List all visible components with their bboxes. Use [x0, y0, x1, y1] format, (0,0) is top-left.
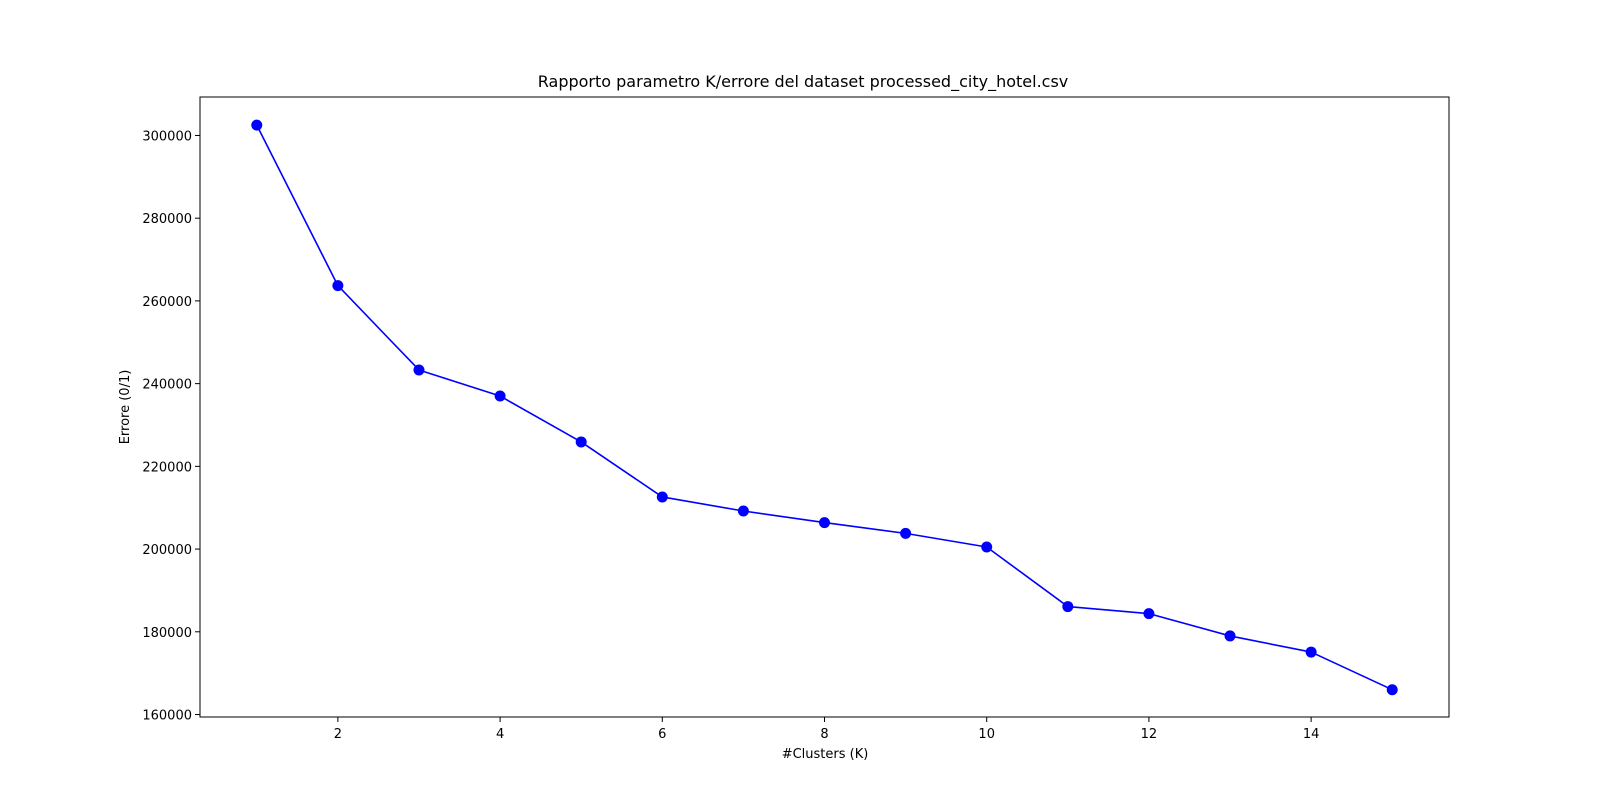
y-tick-label: 240000	[142, 378, 192, 393]
data-series	[251, 119, 1398, 696]
data-point	[1224, 630, 1236, 642]
series-line	[256, 124, 1393, 691]
x-tick-label: 14	[1303, 727, 1320, 742]
y-tick-label: 180000	[142, 626, 192, 641]
data-point	[575, 436, 587, 448]
y-tick-label: 260000	[142, 295, 192, 310]
data-point	[251, 119, 263, 131]
x-tick-label: 10	[978, 727, 995, 742]
y-tick-label: 200000	[142, 543, 192, 558]
y-tick-label: 300000	[142, 129, 192, 144]
data-point	[981, 541, 993, 553]
x-tick-label: 12	[1141, 727, 1158, 742]
y-axis-ticks: 160000 180000 200000 220000 240000 260000 2800…	[142, 129, 200, 724]
plot-frame	[199, 96, 1450, 718]
x-axis-label: #Clusters (K)	[782, 747, 869, 762]
data-point	[1062, 601, 1074, 613]
data-point	[1305, 646, 1317, 658]
data-point	[737, 505, 749, 517]
x-axis-ticks: 2 4 6 8 10 12 14	[334, 717, 1320, 742]
y-tick-label: 220000	[142, 460, 192, 475]
data-point	[1386, 684, 1398, 696]
data-point	[819, 517, 830, 529]
x-tick-label: 2	[334, 727, 342, 742]
plot-area: 2 4 6 8 10 12 14 160000 180000 200000 220000 24000…	[142, 96, 1450, 742]
x-tick-label: 6	[658, 727, 666, 742]
x-tick-label: 8	[820, 727, 828, 742]
y-axis-label: Errore (0/1)	[118, 370, 133, 445]
data-point	[494, 390, 506, 402]
y-tick-label: 160000	[142, 709, 192, 724]
data-point	[1143, 608, 1155, 620]
chart-title: Rapporto parametro K/errore del dataset …	[538, 72, 1069, 92]
data-point	[656, 491, 668, 503]
y-tick-label: 280000	[142, 212, 192, 227]
data-point	[332, 280, 344, 292]
data-point	[413, 364, 425, 376]
x-tick-label: 4	[496, 727, 504, 742]
data-point	[900, 527, 912, 539]
